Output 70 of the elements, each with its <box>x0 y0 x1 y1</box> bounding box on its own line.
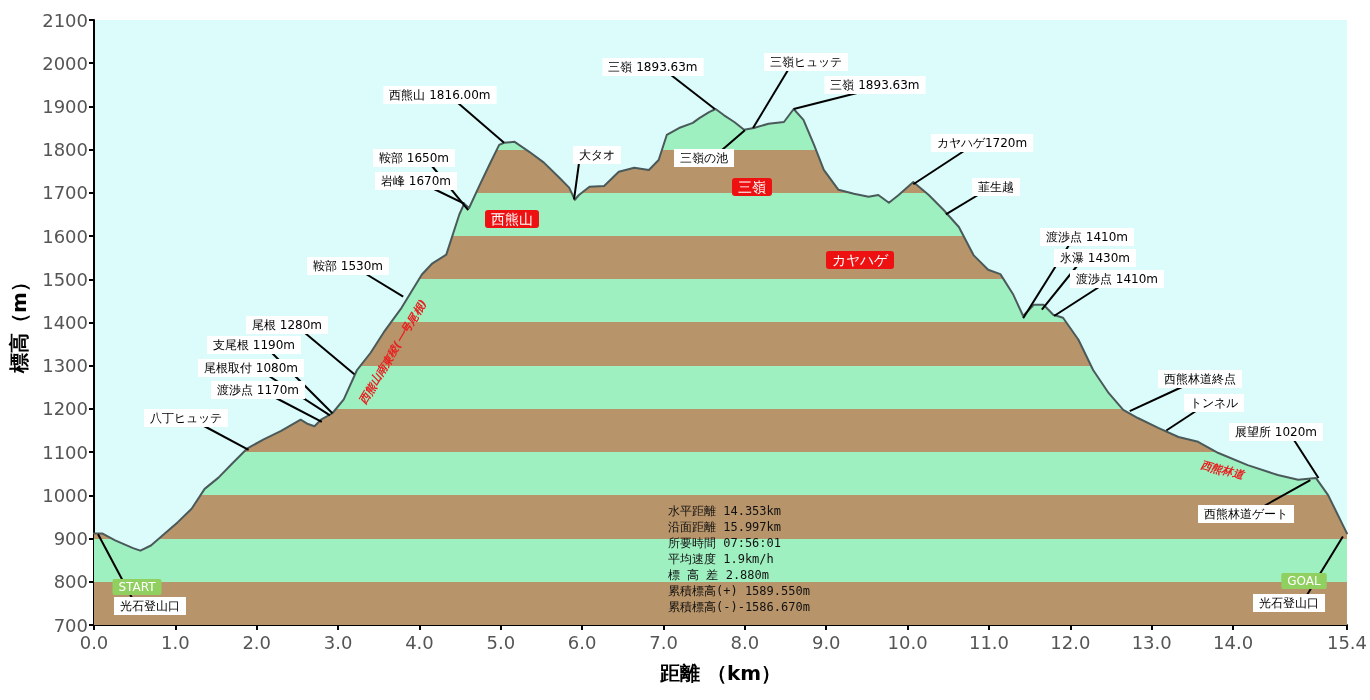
annotation: 西熊山 <box>491 211 533 227</box>
annotation: カヤハゲ <box>832 252 889 268</box>
annotation: 渡渉点 1410m <box>1045 230 1129 244</box>
y-tick-label: 1800 <box>42 139 88 161</box>
annotation: 西熊林道ゲート <box>1204 507 1288 521</box>
annotation: 累積標高(-)-1586.670m <box>668 600 810 614</box>
annotation: 三嶺 1893.63m <box>608 60 698 74</box>
annotation: 沿面距離 15.997km <box>668 520 782 534</box>
annotation: 支尾根 1190m <box>212 338 296 352</box>
annotation: 光石登山口 <box>120 599 180 613</box>
x-tick-label: 9.0 <box>811 631 841 653</box>
x-tick-label: 4.0 <box>405 631 434 653</box>
x-tick-label: 13.0 <box>1131 631 1172 653</box>
annotation: 西熊山 1816.00m <box>389 88 491 102</box>
y-tick-label: 1500 <box>42 268 88 290</box>
x-axis-title: 距離 （km） <box>658 661 782 685</box>
x-tick-label: 8.0 <box>730 631 760 653</box>
annotation: 尾根 1280m <box>251 318 323 332</box>
x-tick-label: 6.0 <box>567 631 597 653</box>
x-tick-label: 14.0 <box>1213 631 1254 653</box>
annotation: 渡渉点 1410m <box>1075 272 1159 286</box>
annotation: 所要時間 07:56:01 <box>668 536 782 550</box>
annotation: 渡渉点 1170m <box>216 383 300 397</box>
annotation: 三嶺ヒュッテ <box>770 55 842 69</box>
annotation: トンネル <box>1190 396 1238 410</box>
annotation: 光石登山口 <box>1259 596 1319 610</box>
annotation: 鞍部 1650m <box>378 151 450 165</box>
x-tick-label: 2.0 <box>242 631 272 653</box>
y-tick-label: 1700 <box>42 182 88 204</box>
annotation: GOAL <box>1287 574 1322 588</box>
y-tick-label: 900 <box>53 528 88 550</box>
annotation: 西熊山南東稜(一号尾根) <box>356 297 430 407</box>
y-tick-label: 1600 <box>42 225 88 247</box>
annotation: 韮生越 <box>978 180 1014 194</box>
annotation: 八丁ヒュッテ <box>150 411 222 425</box>
annotation: 三嶺 <box>738 179 766 195</box>
y-tick-label: 1100 <box>42 441 88 463</box>
x-tick-label: 15.4 <box>1326 631 1367 653</box>
annotation: 岩峰 1670m <box>380 174 452 188</box>
annotation: 累積標高(+) 1589.550m <box>668 584 810 598</box>
y-tick-label: 1400 <box>42 312 88 333</box>
y-tick-label: 1000 <box>42 484 88 506</box>
annotation: 西熊林道終点 <box>1164 372 1236 386</box>
y-axis-title: 標高（m） <box>7 272 31 374</box>
y-tick-label: 2100 <box>42 9 88 31</box>
x-tick-label: 10.0 <box>887 631 928 653</box>
x-tick-label: 5.0 <box>486 631 516 653</box>
annotation: START <box>118 580 157 594</box>
annotation: 西熊林道 <box>1199 458 1247 483</box>
x-tick-label: 3.0 <box>323 631 353 653</box>
y-tick-label: 1200 <box>42 398 88 420</box>
x-tick-label: 1.0 <box>161 631 190 653</box>
x-tick-label: 12.0 <box>1050 631 1091 653</box>
x-tick-label: 7.0 <box>649 631 678 653</box>
annotation: カヤハゲ1720m <box>936 136 1028 150</box>
annotation: 平均速度 1.9km/h <box>668 552 774 566</box>
annotation: 鞍部 1530m <box>312 259 384 273</box>
annotation: 水平距離 14.353km <box>668 504 782 518</box>
x-tick-label: 11.0 <box>968 631 1010 653</box>
annotation: 尾根取付 1080m <box>203 361 299 375</box>
annotation: 大タオ <box>579 148 615 162</box>
y-tick-label: 1900 <box>42 95 88 117</box>
y-tick-label: 800 <box>53 571 88 593</box>
y-tick-label: 2000 <box>42 52 88 74</box>
annotation: 標 高 差 2.880m <box>668 568 770 582</box>
annotation: 三嶺 1893.63m <box>830 78 920 92</box>
annotation: 氷瀑 1430m <box>1059 251 1131 265</box>
annotation: 三嶺の池 <box>680 151 728 165</box>
y-tick-label: 1300 <box>42 355 88 377</box>
annotation: 展望所 1020m <box>1234 425 1318 439</box>
